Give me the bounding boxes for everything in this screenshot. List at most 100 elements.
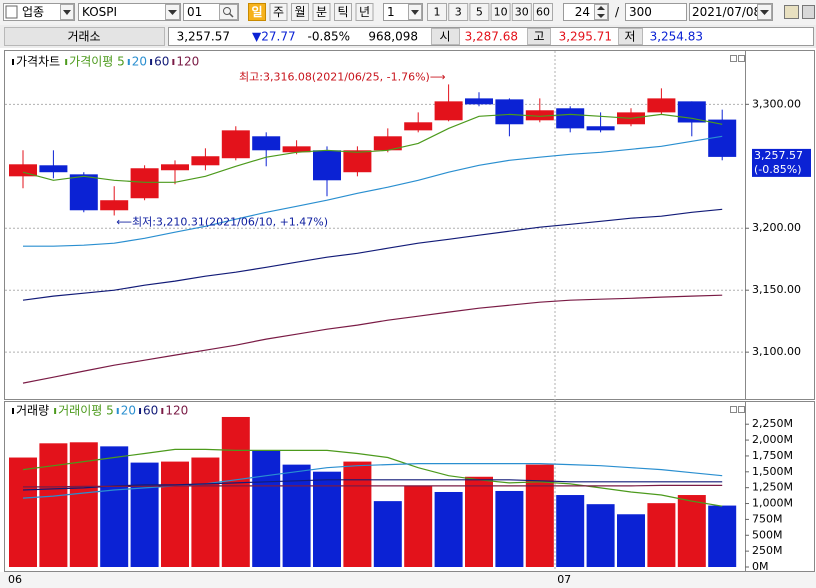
legend-marker: [12, 408, 14, 414]
y-tick-label: 0M: [752, 560, 769, 573]
total-input[interactable]: [625, 3, 687, 21]
volume-bar: [373, 501, 402, 567]
count-spinner[interactable]: [594, 4, 608, 20]
y-tick-label: 250M: [752, 544, 783, 557]
moving-average-line: [23, 135, 723, 247]
low-label: 저: [624, 30, 635, 44]
candle-body: [191, 156, 220, 166]
volume-bar: [130, 462, 159, 567]
legend-entry: 20: [121, 404, 136, 418]
panel-icon[interactable]: [730, 406, 737, 413]
search-button[interactable]: [219, 4, 238, 20]
legend-entry: 120: [176, 55, 199, 69]
panel-icon[interactable]: [730, 55, 737, 62]
interval-button[interactable]: [469, 3, 490, 21]
y-tick-label: 3,100.00: [752, 345, 801, 358]
moving-average-line: [22, 294, 723, 384]
dropdown-arrow: [760, 10, 769, 15]
candle-body: [434, 101, 463, 121]
code-input[interactable]: [78, 3, 181, 21]
interval-button[interactable]: [490, 3, 511, 21]
dropdown-arrow: [63, 10, 71, 15]
volume-bar: [221, 416, 250, 567]
y-tick-label: 2,250M: [752, 417, 793, 430]
candle-body: [130, 168, 159, 199]
code-no-text: 01: [187, 5, 202, 19]
interval-label: 1: [434, 6, 441, 19]
search-icon: [228, 12, 234, 18]
legend-title: 거래량: [16, 404, 49, 418]
period-button-active[interactable]: [248, 3, 266, 21]
volume-bar: [617, 514, 645, 567]
last-price-box: [752, 148, 811, 177]
y-tick-label: 1,500M: [752, 465, 793, 478]
volume-bar: [708, 505, 737, 567]
market-icon[interactable]: [5, 5, 18, 19]
candle-body: [39, 165, 68, 173]
moving-average-line: [22, 448, 723, 507]
market-select[interactable]: [3, 3, 75, 21]
candle-body: [69, 174, 98, 211]
interval-button[interactable]: [511, 3, 532, 21]
interval-text: 1: [387, 5, 395, 19]
panel-icon[interactable]: [738, 55, 745, 62]
y-tick-label: 500M: [752, 528, 783, 541]
candle-body: [343, 150, 372, 173]
interval-label: 30: [515, 6, 529, 19]
candle-body: [161, 164, 189, 171]
panel-icon[interactable]: [738, 406, 745, 413]
quote-box: [168, 27, 814, 46]
high-label-box: [527, 28, 551, 45]
moving-average-line: [22, 479, 723, 491]
candle-body: [313, 150, 341, 181]
moving-average-line: [22, 463, 723, 499]
last-price-change: (-0.85%): [754, 163, 802, 176]
open-label-box: [431, 28, 460, 45]
tool-icon[interactable]: [802, 5, 815, 19]
candle-body: [465, 98, 493, 105]
candle-body: [221, 130, 250, 159]
tool-icon[interactable]: [784, 5, 799, 19]
moving-average-line: [22, 208, 723, 301]
x-axis-strip: [0, 572, 816, 588]
y-tick-label: 1,250M: [752, 481, 793, 494]
candle-body: [647, 98, 676, 113]
period-button[interactable]: [312, 3, 331, 21]
candle-body: [282, 146, 311, 153]
legend-marker: [116, 408, 119, 414]
market-label: 업종: [22, 5, 44, 19]
period-label: 년: [359, 5, 370, 19]
volume-bar: [556, 495, 585, 567]
y-tick-label: 1,000M: [752, 497, 793, 510]
volume-bar: [252, 450, 281, 567]
open-label: 시: [439, 30, 450, 44]
legend-entry: 20: [132, 55, 147, 69]
volume-bar: [434, 491, 463, 567]
legend-marker: [12, 59, 14, 65]
moving-average-line: [22, 113, 723, 183]
date-select[interactable]: [689, 3, 773, 21]
y-tick-label: 750M: [752, 512, 783, 525]
high-label: 고: [533, 30, 544, 44]
period-button[interactable]: [355, 3, 374, 21]
period-button[interactable]: [291, 3, 309, 21]
y-tick-label: 1,750M: [752, 449, 793, 462]
legend-marker: [172, 59, 175, 65]
candle-body: [677, 101, 706, 123]
interval-button[interactable]: [448, 3, 469, 21]
interval-button[interactable]: [427, 3, 447, 21]
volume-bar: [9, 457, 37, 567]
y-tick-label: 3,150.00: [752, 283, 801, 296]
period-button[interactable]: [334, 3, 352, 21]
legend-marker: [127, 59, 130, 65]
quote-volume: 968,098: [368, 30, 418, 44]
period-button[interactable]: [269, 3, 288, 21]
interval-label: 5: [476, 6, 483, 19]
legend-entry: 120: [165, 404, 188, 418]
interval-button[interactable]: [533, 3, 553, 21]
exchange-box: [4, 27, 165, 46]
exchange: 거래소: [67, 30, 100, 44]
legend-marker: [54, 408, 57, 414]
x-tick-label: 06: [8, 573, 22, 586]
total-text: 300: [629, 5, 652, 19]
